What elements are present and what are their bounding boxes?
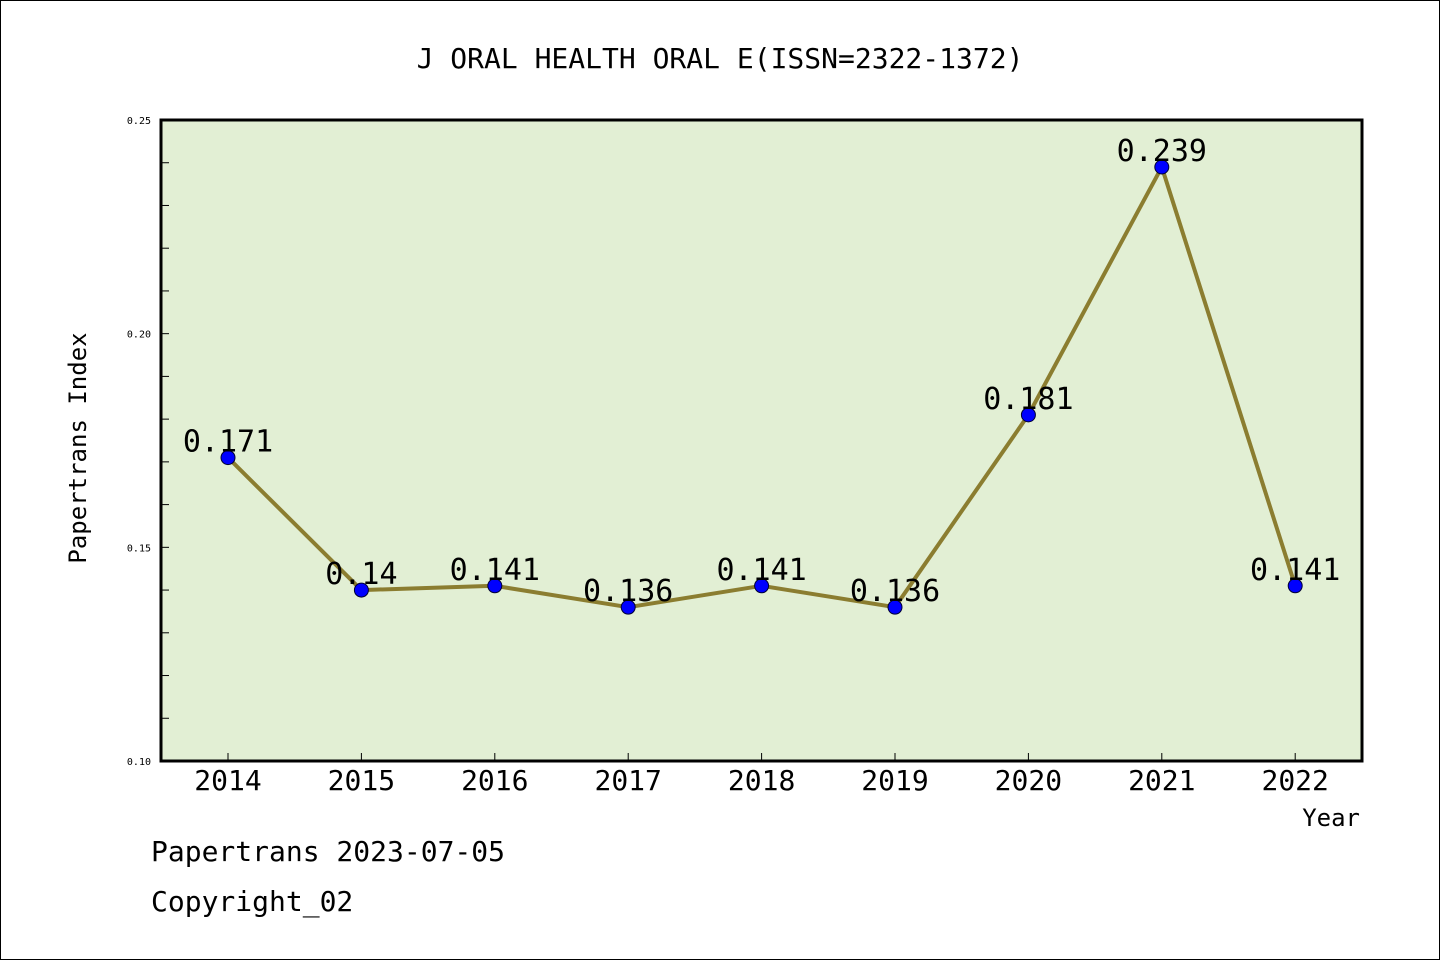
x-tick-label: 2014: [194, 764, 261, 797]
x-tick-label: 2021: [1128, 764, 1195, 797]
data-point: [1154, 159, 1170, 175]
x-tick-label: 2019: [861, 764, 928, 797]
y-tick-label: 0.10: [127, 757, 151, 768]
x-tick-label: 2022: [1261, 764, 1328, 797]
y-tick-label: 0.15: [127, 543, 151, 554]
data-label: 0.171: [183, 425, 273, 460]
plot-area: [159, 118, 1364, 763]
y-tick-label: 0.25: [127, 116, 151, 127]
data-label: 0.181: [983, 382, 1073, 417]
x-axis-label: Year: [1302, 804, 1360, 832]
data-label: 0.141: [716, 553, 806, 588]
footer-date: Papertrans 2023-07-05: [151, 835, 506, 868]
footer-copyright: Copyright_02: [151, 885, 354, 918]
data-label: 0.141: [1250, 553, 1340, 588]
x-tick-label: 2018: [728, 764, 795, 797]
chart-title: J ORAL HEALTH ORAL E(ISSN=2322-1372): [417, 42, 1024, 75]
data-point: [620, 599, 636, 615]
y-tick-label: 0.20: [127, 330, 151, 341]
x-tick-label: 2017: [594, 764, 661, 797]
data-label: 0.136: [850, 574, 940, 609]
data-point: [487, 578, 503, 594]
data-point: [353, 582, 369, 598]
data-point: [1287, 578, 1303, 594]
data-label: 0.14: [325, 557, 397, 592]
data-label: 0.141: [450, 553, 540, 588]
y-axis-label: Papertrans Index: [64, 332, 92, 563]
data-label: 0.136: [583, 574, 673, 609]
data-point: [887, 599, 903, 615]
x-tick-label: 2020: [995, 764, 1062, 797]
x-tick-label: 2016: [461, 764, 528, 797]
data-label: 0.239: [1117, 134, 1207, 169]
x-tick-label: 2015: [328, 764, 395, 797]
data-point: [754, 578, 770, 594]
data-point: [1020, 407, 1036, 423]
data-point: [220, 450, 236, 466]
